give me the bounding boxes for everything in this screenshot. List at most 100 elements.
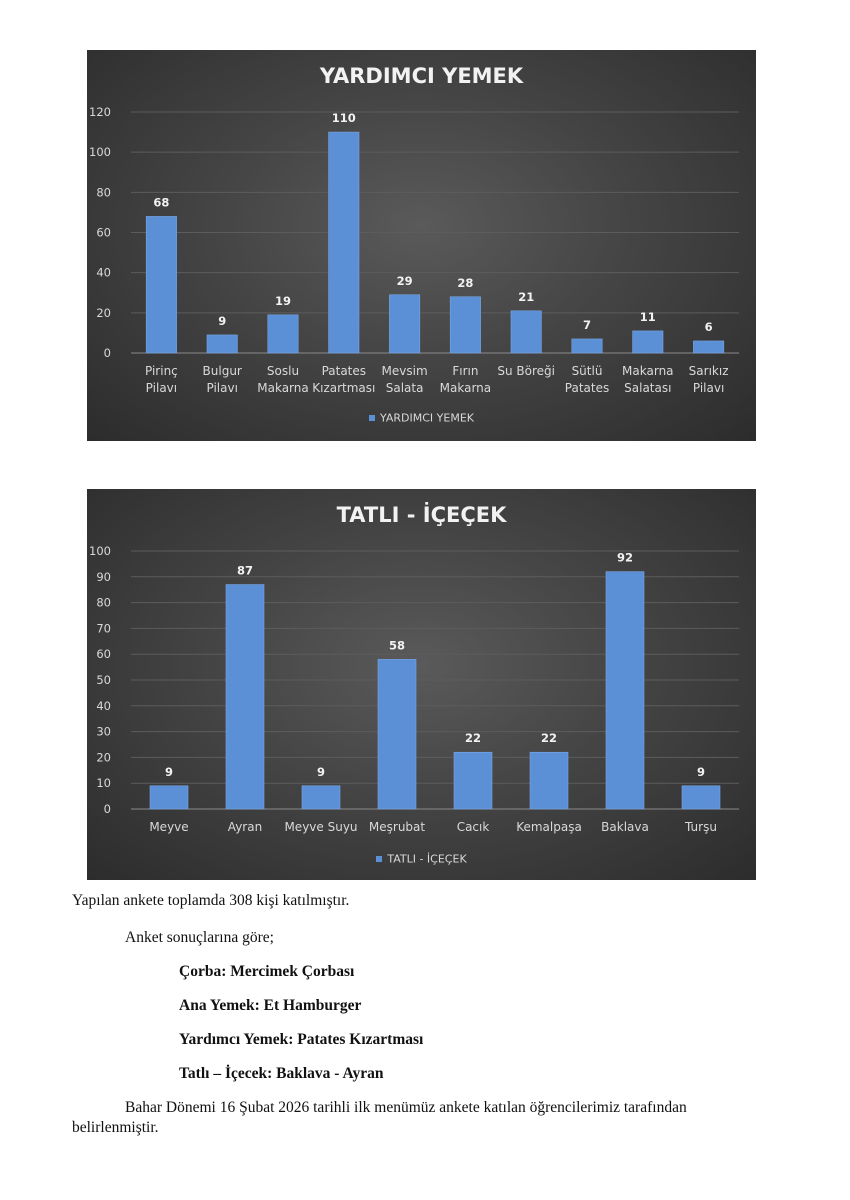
x-tick-label: Meyve — [149, 820, 188, 834]
x-tick-label: Salata — [386, 381, 424, 395]
x-tick-label: Pilavı — [146, 381, 177, 395]
bar — [529, 751, 569, 810]
chart-title: TATLI - İÇEÇEK — [336, 503, 507, 527]
y-tick-label: 20 — [96, 750, 111, 764]
chart-legend: TATLI - İÇEÇEK — [87, 852, 756, 866]
x-tick-label: Kızartması — [312, 381, 375, 395]
bar — [206, 334, 238, 354]
data-label: 22 — [541, 731, 557, 745]
y-tick-label: 60 — [96, 226, 111, 240]
x-tick-label: Patates — [322, 364, 366, 378]
y-tick-label: 120 — [89, 105, 111, 119]
bar — [301, 785, 341, 810]
closing-paragraph-line1: Bahar Dönemi 16 Şubat 2026 tarihli ilk m… — [125, 1099, 687, 1116]
x-tick-label: Meşrubat — [369, 820, 425, 834]
data-label: 58 — [389, 638, 405, 652]
data-label: 110 — [332, 111, 356, 125]
y-tick-label: 40 — [96, 699, 111, 713]
result-corba: Çorba: Mercimek Çorbası — [179, 963, 355, 980]
x-tick-label: Kemalpaşa — [516, 820, 582, 834]
x-tick-label: Pilavı — [206, 381, 237, 395]
data-label: 9 — [317, 765, 325, 779]
y-tick-label: 100 — [89, 145, 111, 159]
y-tick-label: 90 — [96, 570, 111, 584]
legend-swatch — [369, 415, 375, 421]
x-tick-label: Makarna — [257, 381, 308, 395]
y-tick-label: 0 — [104, 346, 111, 360]
x-tick-label: Turşu — [684, 820, 717, 834]
x-tick-label: Sütlü — [572, 364, 603, 378]
data-label: 28 — [457, 276, 473, 290]
y-tick-label: 40 — [96, 266, 111, 280]
chart-tatli-icecek-plot: 0 10 20 30 40 50 60 70 80 90 100 9 Meyve 87 Ayran 9 Meyv… — [89, 544, 739, 834]
data-label: 9 — [218, 314, 226, 328]
data-label: 21 — [518, 290, 534, 304]
x-tick-label: Bulgur — [203, 364, 242, 378]
x-tick-label: Fırın — [452, 364, 478, 378]
chart-yardimci-yemek: 0 20 40 60 80 100 120 68 Pirinç Pilavı 9 Bulgur Pila… — [87, 50, 756, 441]
x-tick-label: Sarıkız — [689, 364, 729, 378]
legend-label: YARDIMCI YEMEK — [380, 411, 474, 425]
chart-yardimci-yemek-plot: 0 20 40 60 80 100 120 68 Pirinç Pilavı 9 Bulgur Pila… — [89, 105, 739, 395]
data-label: 22 — [465, 731, 481, 745]
y-tick-label: 80 — [96, 185, 111, 199]
y-tick-label: 10 — [96, 776, 111, 790]
x-tick-label: Meyve Suyu — [284, 820, 357, 834]
y-tick-label: 30 — [96, 725, 111, 739]
x-tick-label: Soslu — [267, 364, 299, 378]
data-label: 6 — [705, 320, 713, 334]
data-label: 87 — [237, 564, 253, 578]
result-tatli-icecek: Tatlı – İçecek: Baklava - Ayran — [179, 1065, 384, 1082]
bar — [377, 659, 417, 810]
x-tick-label: Pilavı — [693, 381, 724, 395]
bar — [267, 314, 299, 354]
bar — [693, 340, 725, 354]
legend-label: TATLI - İÇEÇEK — [387, 852, 467, 866]
y-tick-label: 100 — [89, 544, 111, 558]
x-tick-label: Ayran — [228, 820, 262, 834]
results-intro-text: Anket sonuçlarına göre; — [125, 929, 274, 946]
chart-tatli-icecek: 0 10 20 30 40 50 60 70 80 90 100 9 Meyve 87 Ayran 9 Meyv… — [87, 489, 756, 880]
bar — [681, 785, 721, 810]
bar — [605, 571, 645, 810]
data-label: 68 — [153, 195, 169, 209]
bar — [632, 330, 664, 354]
bar — [449, 296, 481, 354]
x-tick-label: Baklava — [601, 820, 649, 834]
closing-paragraph-line2: belirlenmiştir. — [72, 1119, 159, 1136]
y-tick-label: 20 — [96, 306, 111, 320]
chart-title: YARDIMCI YEMEK — [319, 64, 524, 88]
data-label: 29 — [397, 274, 413, 288]
data-label: 9 — [697, 765, 705, 779]
x-tick-label: Pirinç — [145, 364, 178, 378]
result-yardimci-yemek: Yardımcı Yemek: Patates Kızartması — [179, 1031, 424, 1048]
bar — [453, 751, 493, 810]
legend-swatch — [376, 856, 383, 862]
x-tick-label: Cacık — [457, 820, 490, 834]
x-tick-label: Mevsim — [382, 364, 428, 378]
bar — [328, 131, 360, 354]
x-tick-label: Su Böreği — [497, 364, 555, 378]
result-ana-yemek: Ana Yemek: Et Hamburger — [179, 997, 362, 1014]
x-tick-label: Makarna — [622, 364, 673, 378]
data-label: 7 — [583, 318, 591, 332]
bar — [145, 216, 177, 354]
y-tick-label: 70 — [96, 621, 111, 635]
bar — [225, 584, 265, 810]
data-label: 92 — [617, 551, 633, 565]
participant-count-text: Yapılan ankete toplamda 308 kişi katılmı… — [72, 892, 350, 909]
chart-legend: YARDIMCI YEMEK — [87, 411, 756, 425]
bar — [510, 310, 542, 354]
data-label: 19 — [275, 294, 291, 308]
y-tick-label: 60 — [96, 647, 111, 661]
bar — [389, 294, 421, 354]
data-label: 11 — [640, 310, 656, 324]
y-tick-label: 50 — [96, 673, 111, 687]
bar — [571, 338, 603, 354]
x-tick-label: Makarna — [440, 381, 491, 395]
y-tick-label: 0 — [104, 802, 111, 816]
x-tick-label: Patates — [565, 381, 609, 395]
data-label: 9 — [165, 765, 173, 779]
x-tick-label: Salatası — [624, 381, 671, 395]
y-tick-label: 80 — [96, 596, 111, 610]
